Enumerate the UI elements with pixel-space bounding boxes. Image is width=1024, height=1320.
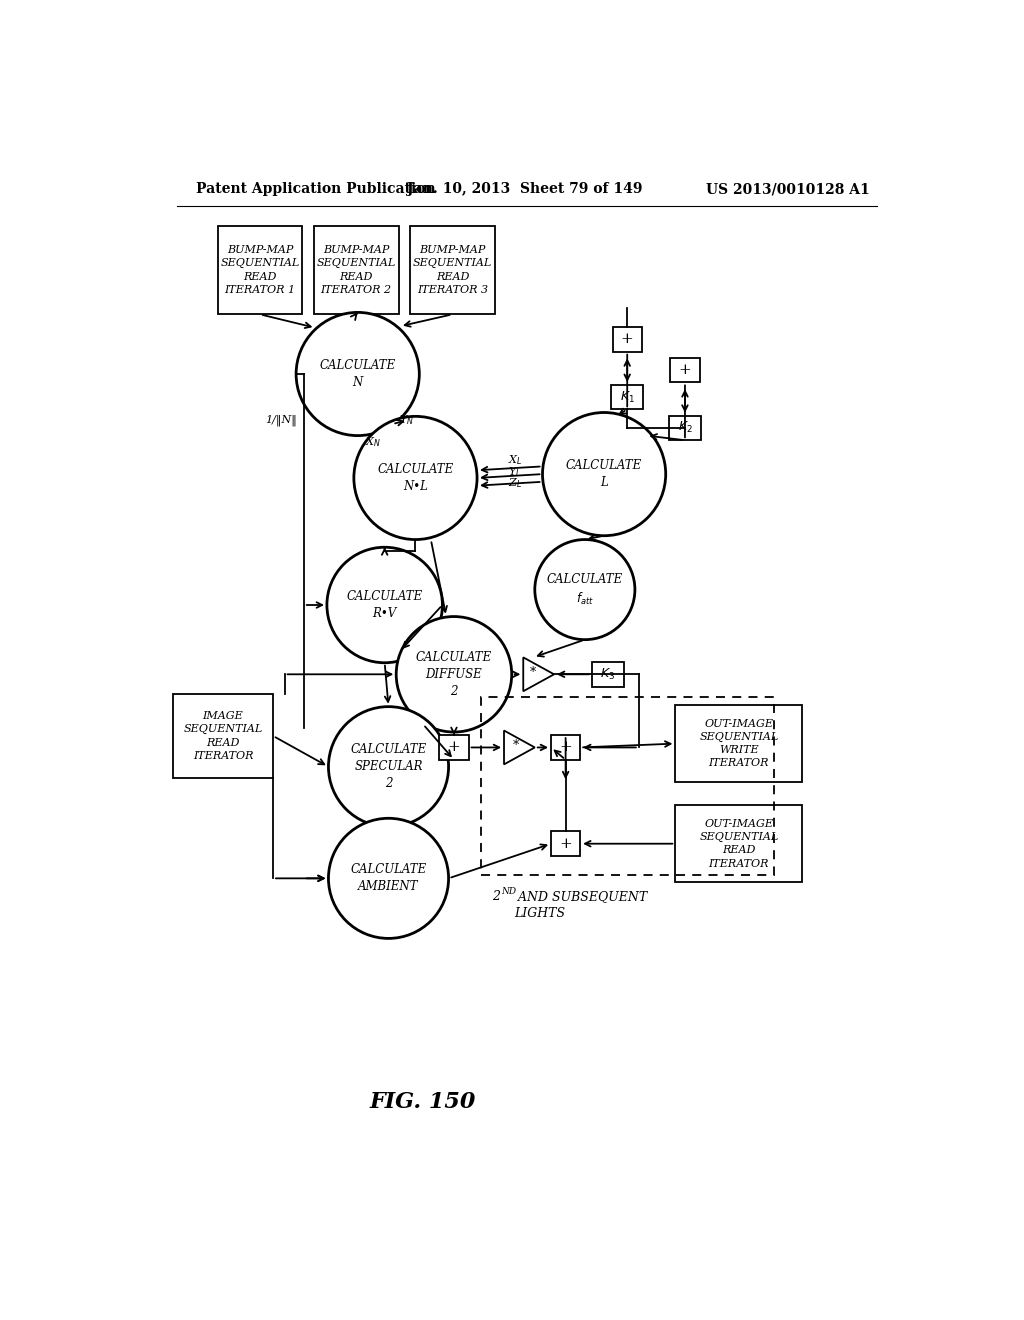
- Text: IMAGE
SEQUENTIAL
READ
ITERATOR: IMAGE SEQUENTIAL READ ITERATOR: [183, 711, 262, 760]
- Text: CALCULATE
L: CALCULATE L: [566, 459, 642, 490]
- Bar: [481, 697, 773, 875]
- Bar: [173, 693, 273, 779]
- Text: CALCULATE
AMBIENT: CALCULATE AMBIENT: [350, 863, 427, 894]
- Text: OUT-IMAGE
SEQUENTIAL
WRITE
ITERATOR: OUT-IMAGE SEQUENTIAL WRITE ITERATOR: [699, 719, 778, 768]
- Circle shape: [329, 706, 449, 826]
- Text: BUMP-MAP
SEQUENTIAL
READ
ITERATOR 1: BUMP-MAP SEQUENTIAL READ ITERATOR 1: [220, 246, 300, 294]
- Text: AND SUBSEQUENT
LIGHTS: AND SUBSEQUENT LIGHTS: [514, 890, 647, 920]
- Text: Jan. 10, 2013  Sheet 79 of 149: Jan. 10, 2013 Sheet 79 of 149: [408, 182, 642, 197]
- Bar: [439, 735, 469, 760]
- Bar: [313, 226, 398, 314]
- Text: +: +: [559, 741, 572, 755]
- Text: Y$_N$: Y$_N$: [398, 413, 414, 428]
- Text: $K_2$: $K_2$: [678, 420, 692, 436]
- Circle shape: [535, 540, 635, 640]
- Text: BUMP-MAP
SEQUENTIAL
READ
ITERATOR 2: BUMP-MAP SEQUENTIAL READ ITERATOR 2: [316, 246, 396, 294]
- Text: X$_L$: X$_L$: [508, 453, 522, 467]
- Bar: [592, 663, 625, 686]
- Bar: [671, 358, 699, 383]
- Bar: [611, 385, 643, 409]
- Polygon shape: [523, 657, 554, 692]
- Text: CALCULATE
SPECULAR
2: CALCULATE SPECULAR 2: [350, 743, 427, 791]
- Circle shape: [327, 548, 442, 663]
- Text: CALCULATE
$f_{att}$: CALCULATE $f_{att}$: [547, 573, 623, 607]
- Circle shape: [296, 313, 419, 436]
- Text: $K_3$: $K_3$: [600, 667, 615, 682]
- Bar: [551, 735, 581, 760]
- Circle shape: [354, 416, 477, 540]
- Text: X$_N$: X$_N$: [366, 434, 382, 449]
- Text: *: *: [512, 739, 519, 752]
- Circle shape: [396, 616, 512, 733]
- Text: CALCULATE
R•V: CALCULATE R•V: [346, 590, 423, 620]
- Text: BUMP-MAP
SEQUENTIAL
READ
ITERATOR 3: BUMP-MAP SEQUENTIAL READ ITERATOR 3: [413, 246, 493, 294]
- Text: 1/‖N‖: 1/‖N‖: [265, 414, 297, 426]
- Text: Y$_L$: Y$_L$: [508, 465, 521, 479]
- Bar: [676, 805, 803, 882]
- Text: CALCULATE
DIFFUSE
2: CALCULATE DIFFUSE 2: [416, 651, 493, 698]
- Bar: [612, 327, 642, 351]
- Circle shape: [329, 818, 449, 939]
- Bar: [676, 705, 803, 781]
- Text: Patent Application Publication: Patent Application Publication: [196, 182, 435, 197]
- Text: 2: 2: [493, 890, 501, 903]
- Text: *: *: [530, 667, 537, 680]
- Text: $K_1$: $K_1$: [620, 389, 635, 405]
- Text: +: +: [447, 741, 461, 755]
- Text: US 2013/0010128 A1: US 2013/0010128 A1: [706, 182, 869, 197]
- Text: CALCULATE
N: CALCULATE N: [319, 359, 396, 389]
- Text: ND: ND: [501, 887, 516, 896]
- Bar: [669, 416, 701, 441]
- Text: CALCULATE
N•L: CALCULATE N•L: [377, 463, 454, 492]
- Text: +: +: [621, 333, 634, 346]
- Text: OUT-IMAGE
SEQUENTIAL
READ
ITERATOR: OUT-IMAGE SEQUENTIAL READ ITERATOR: [699, 818, 778, 869]
- Polygon shape: [504, 730, 535, 764]
- Circle shape: [543, 412, 666, 536]
- Text: +: +: [559, 837, 572, 850]
- Bar: [217, 226, 302, 314]
- Text: Z$_L$: Z$_L$: [508, 477, 522, 490]
- Bar: [410, 226, 495, 314]
- Text: +: +: [679, 363, 691, 378]
- Bar: [551, 832, 581, 857]
- Text: FIG. 150: FIG. 150: [370, 1090, 476, 1113]
